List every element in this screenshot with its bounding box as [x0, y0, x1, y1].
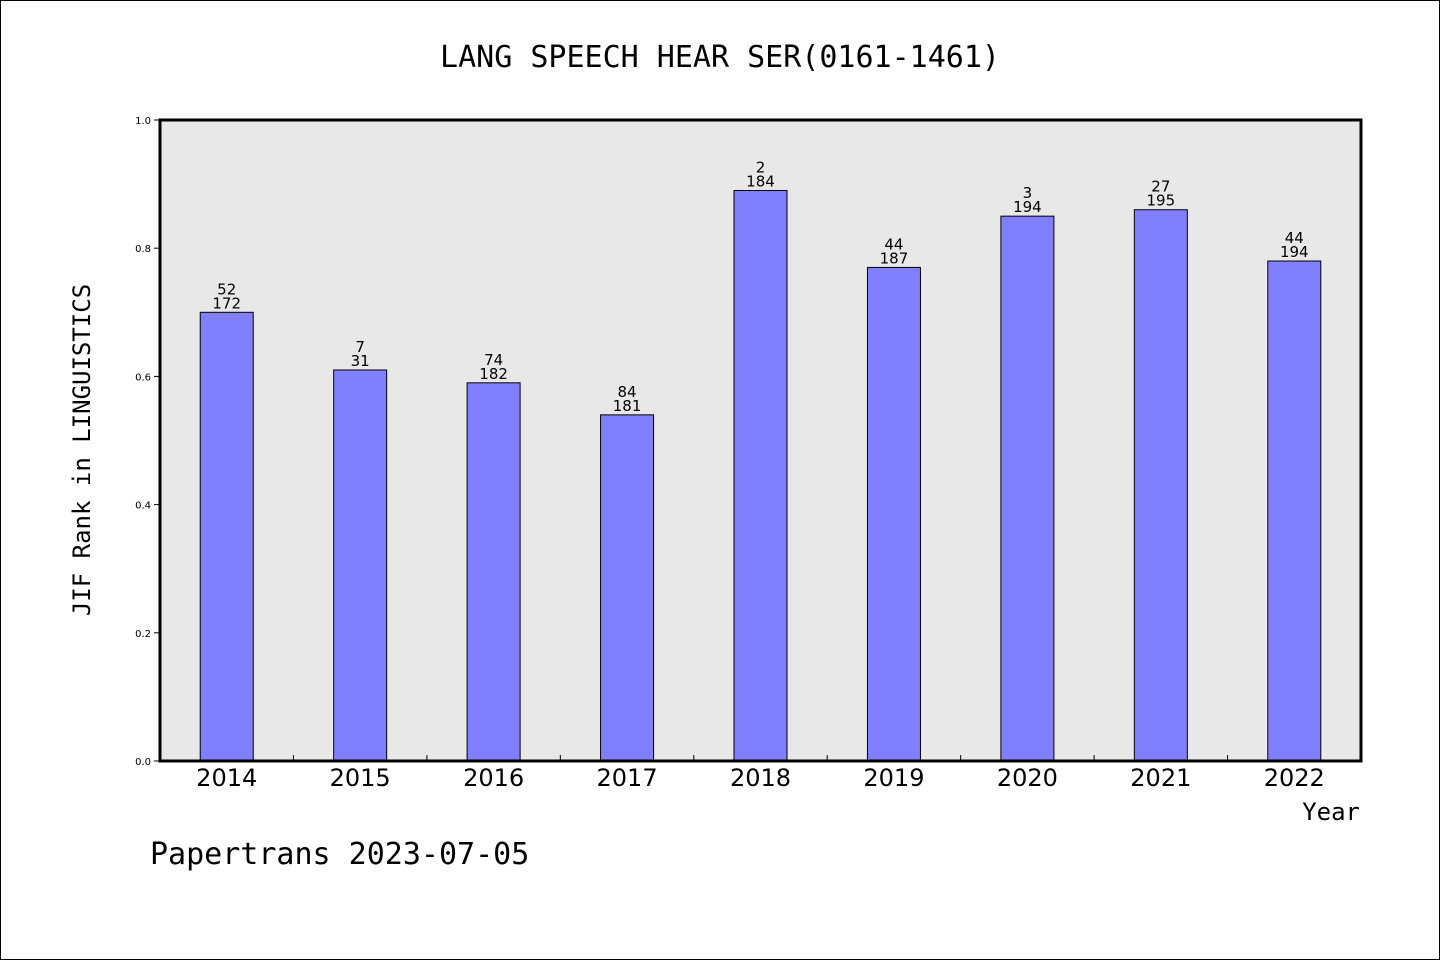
- plot-border: [158, 118, 1363, 763]
- bar-2018: [733, 190, 788, 762]
- bar-rank-label: 44: [884, 235, 903, 253]
- bar-rank-label: 3: [1023, 184, 1033, 202]
- bar-rank-label: 74: [484, 351, 503, 369]
- footer-credit: Papertrans 2023-07-05: [150, 837, 529, 872]
- bar-rank-label: 2: [756, 159, 766, 177]
- x-tick-label: 2017: [597, 764, 658, 792]
- y-tick-label: 0.6: [135, 372, 151, 383]
- x-axis-label: Year: [1302, 798, 1360, 826]
- bar-total-label: 181: [613, 397, 642, 415]
- bar-2017: [600, 414, 655, 762]
- bar-total-label: 182: [479, 365, 508, 383]
- bar-2021: [1133, 209, 1188, 762]
- x-tick-label: 2014: [196, 764, 257, 792]
- bar-2016: [466, 382, 521, 762]
- bar-2019: [866, 266, 921, 762]
- x-tick-label: 2020: [997, 764, 1058, 792]
- x-tick-label: 2015: [330, 764, 391, 792]
- y-axis-label: JIF Rank in LINGUISTICS: [68, 284, 96, 616]
- bar-total-label: 187: [880, 249, 909, 267]
- y-axis-ticks: 0.0 0.2 0.4 0.6 0.8 1.0: [135, 116, 160, 768]
- bar-rank-label: 44: [1285, 229, 1304, 247]
- y-tick-label: 0.4: [135, 501, 151, 512]
- chart-title: LANG SPEECH HEAR SER(0161-1461): [440, 40, 1000, 75]
- x-tick-label: 2022: [1264, 764, 1325, 792]
- bar-total-label: 172: [212, 294, 241, 312]
- bar-total-label: 31: [351, 352, 370, 370]
- bars-group: [199, 190, 1322, 762]
- bar-2015: [333, 369, 388, 762]
- y-tick-label: 0.2: [135, 629, 151, 640]
- bar-total-label: 195: [1147, 192, 1176, 210]
- x-tick-label: 2016: [463, 764, 524, 792]
- bar-total-label: 184: [746, 173, 775, 191]
- bar-rank-label: 27: [1151, 178, 1170, 196]
- bar-rank-label: 84: [618, 383, 637, 401]
- bar-2020: [1000, 215, 1055, 762]
- x-tick-label: 2021: [1130, 764, 1191, 792]
- bar-rank-label: 7: [355, 338, 365, 356]
- bar-2014: [199, 311, 254, 762]
- bar-total-label: 194: [1013, 198, 1042, 216]
- bar-2022: [1267, 260, 1322, 762]
- y-tick-label: 0.0: [135, 757, 151, 768]
- x-tick-label: 2019: [863, 764, 924, 792]
- x-axis-ticks: 2014 2015 2016 2017 2018 2019 2020 2021 2022: [196, 755, 1325, 792]
- x-tick-label: 2018: [730, 764, 791, 792]
- y-tick-label: 0.8: [135, 244, 151, 255]
- y-tick-label: 1.0: [135, 116, 151, 127]
- bar-rank-label: 52: [217, 280, 236, 298]
- bar-total-label: 194: [1280, 243, 1309, 261]
